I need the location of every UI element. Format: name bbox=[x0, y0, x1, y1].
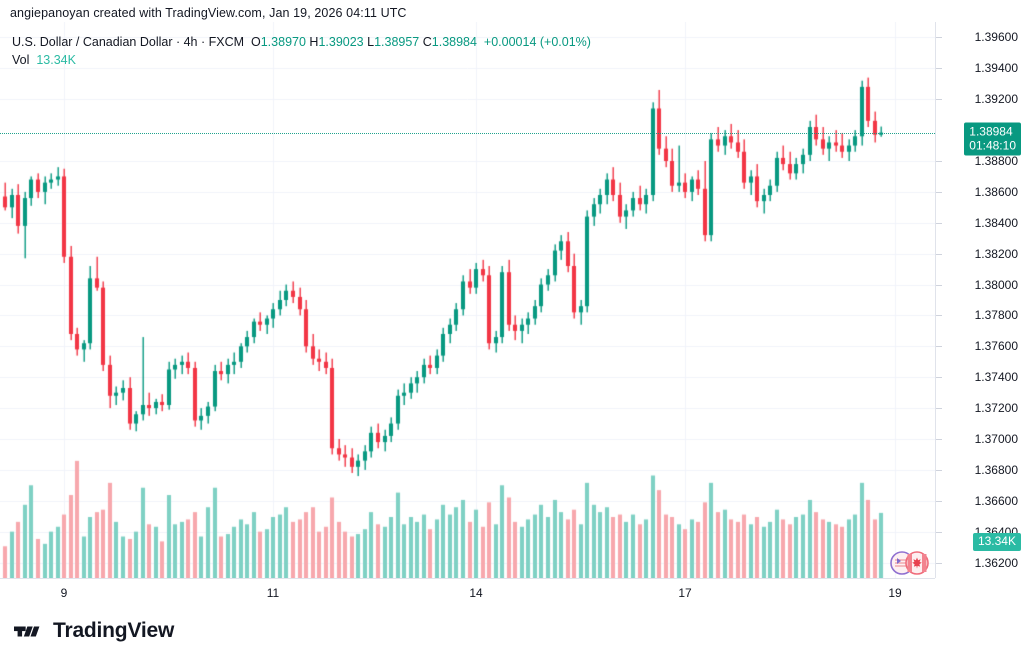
price-tick-dash bbox=[936, 439, 942, 440]
price-tick-label: 1.37600 bbox=[974, 339, 1018, 354]
plot-right-border bbox=[935, 22, 936, 578]
price-tick-label: 1.38400 bbox=[974, 215, 1018, 230]
price-tick-label: 1.38200 bbox=[974, 246, 1018, 261]
candlestick-chart-canvas[interactable] bbox=[0, 22, 935, 578]
price-tick-label: 1.37000 bbox=[974, 432, 1018, 446]
current-price-value: 1.38984 bbox=[969, 124, 1013, 139]
tradingview-logo-icon bbox=[14, 626, 40, 636]
price-tick-dash bbox=[936, 191, 942, 193]
time-axis-border bbox=[0, 578, 935, 579]
price-tick-label: 1.37800 bbox=[974, 308, 1018, 323]
price-tick-label: 1.36600 bbox=[974, 493, 1018, 508]
chart-frame: U.S. Dollar / Canadian Dollar · 4h · FXC… bbox=[0, 22, 1024, 578]
price-tick-label: 1.36800 bbox=[974, 462, 1018, 477]
price-tick-dash bbox=[936, 253, 942, 255]
price-tick-dash bbox=[936, 37, 942, 39]
price-tick-dash bbox=[936, 222, 942, 224]
price-tick-dash bbox=[936, 315, 942, 317]
price-axis[interactable]: 1.39600 1.39400 1.39200 1.38800 1.38600 1.384… bbox=[936, 22, 1024, 578]
price-tick-dash bbox=[936, 531, 942, 533]
price-tick-label: 1.38000 bbox=[974, 277, 1018, 292]
time-tick-label: 9 bbox=[60, 586, 68, 600]
current-price-badge[interactable]: 1.38984 01:48:10 bbox=[964, 122, 1021, 156]
price-tick-label: 1.37200 bbox=[974, 401, 1018, 416]
price-tick-dash bbox=[936, 68, 942, 70]
price-tick-label: 1.39600 bbox=[974, 30, 1018, 45]
volume-value-badge[interactable]: 13.34K bbox=[972, 533, 1021, 552]
currency-flag-pair[interactable] bbox=[888, 549, 932, 577]
price-tick-dash bbox=[936, 346, 942, 348]
price-tick-dash bbox=[936, 469, 942, 471]
cad-flag-icon bbox=[905, 551, 929, 575]
current-price-line bbox=[0, 132, 935, 134]
price-tick-dash bbox=[936, 161, 942, 162]
time-tick-label: 19 bbox=[888, 586, 902, 600]
price-tick-label: 1.39400 bbox=[974, 61, 1018, 76]
price-tick-dash bbox=[936, 284, 942, 286]
bar-countdown-timer: 01:48:10 bbox=[969, 138, 1016, 153]
price-tick-label: 1.37400 bbox=[974, 370, 1018, 385]
price-tick-dash bbox=[936, 562, 942, 564]
price-tick-label: 1.39200 bbox=[974, 92, 1018, 107]
tradingview-logo-text: TradingView bbox=[53, 619, 175, 642]
chart-plot-area[interactable] bbox=[0, 22, 935, 578]
time-tick-label: 14 bbox=[469, 586, 483, 600]
price-tick-label: 1.38800 bbox=[974, 154, 1018, 168]
time-tick-label: 17 bbox=[678, 586, 692, 600]
price-tick-dash bbox=[936, 99, 942, 101]
attribution-text: angiepanoyan created with TradingView.co… bbox=[10, 6, 407, 20]
price-tick-label: 1.36200 bbox=[974, 555, 1018, 570]
price-tick-dash bbox=[936, 500, 942, 502]
time-tick-label: 11 bbox=[266, 586, 280, 600]
tradingview-logo[interactable]: TradingView bbox=[14, 619, 174, 643]
price-tick-dash bbox=[936, 377, 942, 379]
time-axis[interactable]: 91114171923263020266811141620 bbox=[0, 578, 1024, 608]
price-tick-dash bbox=[936, 408, 942, 410]
flag-pair-svg bbox=[890, 551, 929, 575]
price-tick-label: 1.38600 bbox=[974, 184, 1018, 199]
